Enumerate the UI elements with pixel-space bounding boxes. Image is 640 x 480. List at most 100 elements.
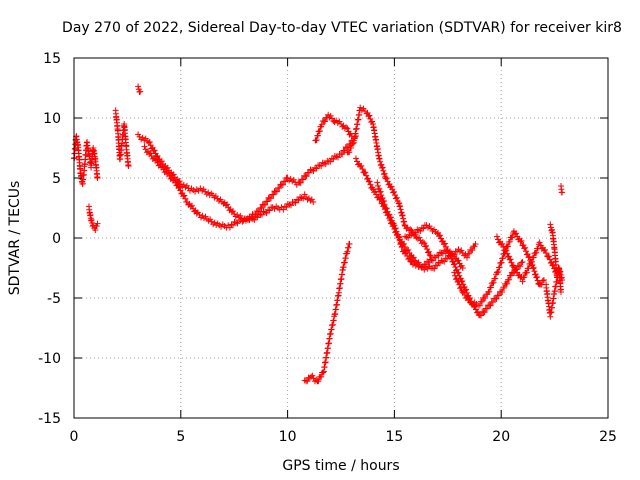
y-tick-label: -5 — [47, 291, 61, 307]
data-point — [442, 255, 449, 262]
data-point — [300, 176, 307, 183]
data-point — [456, 248, 463, 255]
data-point — [492, 275, 499, 282]
data-point — [273, 188, 280, 195]
data-point — [518, 259, 525, 266]
data-point — [398, 244, 405, 251]
data-point — [279, 181, 286, 188]
data-point — [303, 194, 310, 200]
data-point — [531, 268, 538, 275]
data-point — [521, 274, 528, 281]
data-point — [534, 277, 541, 284]
data-point — [428, 257, 435, 263]
data-point — [505, 276, 512, 283]
data-point — [547, 221, 554, 228]
y-tick-label: -15 — [38, 411, 61, 427]
data-point — [176, 184, 183, 191]
data-point — [496, 264, 503, 271]
series-arc-g — [312, 111, 355, 144]
data-point — [300, 195, 307, 202]
data-point — [182, 195, 189, 202]
data-point — [391, 188, 398, 195]
data-point — [499, 288, 506, 295]
data-point — [559, 189, 566, 196]
data-point — [534, 274, 541, 281]
data-point — [380, 171, 387, 178]
data-point — [499, 240, 506, 247]
data-point — [344, 125, 351, 132]
data-point — [135, 83, 142, 90]
data-point — [297, 179, 304, 186]
data-point — [309, 372, 316, 379]
data-point — [90, 222, 97, 229]
data-point — [396, 234, 403, 241]
series-arc-c — [112, 107, 132, 169]
data-point — [526, 253, 533, 260]
data-point — [377, 188, 384, 195]
data-point — [280, 206, 287, 213]
data-point — [427, 256, 433, 263]
data-point — [493, 233, 500, 240]
data-point — [464, 254, 471, 261]
data-point — [270, 191, 277, 198]
data-point — [451, 269, 458, 276]
data-point — [287, 202, 294, 209]
data-point — [376, 185, 383, 192]
data-point — [292, 199, 299, 206]
data-point — [447, 252, 454, 259]
data-point — [417, 228, 424, 235]
data-point — [147, 150, 154, 157]
data-point — [504, 280, 511, 287]
data-point — [380, 167, 387, 174]
data-point — [251, 216, 258, 223]
data-point — [507, 256, 514, 263]
data-point — [434, 252, 441, 259]
data-point — [383, 205, 390, 212]
data-point — [469, 247, 476, 254]
data-point — [334, 154, 341, 161]
data-point — [304, 378, 311, 385]
data-point — [539, 277, 546, 284]
data-point — [377, 158, 384, 165]
data-point — [558, 289, 565, 295]
data-point — [366, 178, 373, 185]
tick-labels: 0 5 10 15 20 25 -15 -10 -5 0 5 10 15 — [38, 51, 617, 445]
data-point — [481, 309, 488, 316]
data-point — [533, 249, 540, 256]
data-point — [164, 164, 171, 171]
data-point — [403, 249, 410, 256]
x-tick-label: 10 — [279, 429, 297, 445]
data-point — [500, 244, 507, 250]
x-tick-label: 5 — [176, 429, 185, 445]
data-point — [416, 234, 423, 241]
series-arc-i — [344, 104, 434, 259]
series-arc-q — [558, 183, 566, 196]
x-tick-label: 0 — [70, 429, 79, 445]
data-point — [362, 169, 369, 176]
data-point — [528, 258, 535, 265]
data-point — [490, 279, 497, 286]
data-point — [393, 228, 400, 235]
data-point — [170, 171, 177, 178]
data-point — [509, 234, 516, 241]
data-point — [489, 299, 496, 306]
series-arc-h — [301, 240, 353, 385]
data-point — [451, 260, 458, 267]
data-point — [154, 152, 161, 159]
data-point — [307, 197, 314, 204]
data-point — [266, 207, 273, 214]
data-point — [318, 121, 325, 128]
data-point — [310, 199, 317, 205]
data-point — [303, 173, 310, 180]
data-point — [313, 137, 320, 143]
data-point — [523, 269, 530, 276]
y-tick-label: 10 — [43, 111, 61, 127]
data-point — [146, 139, 153, 146]
data-point — [372, 188, 379, 195]
data-point — [536, 239, 543, 246]
data-point — [141, 143, 148, 150]
axis-ticks — [73, 57, 609, 419]
data-point — [423, 242, 430, 249]
data-point — [455, 246, 462, 253]
